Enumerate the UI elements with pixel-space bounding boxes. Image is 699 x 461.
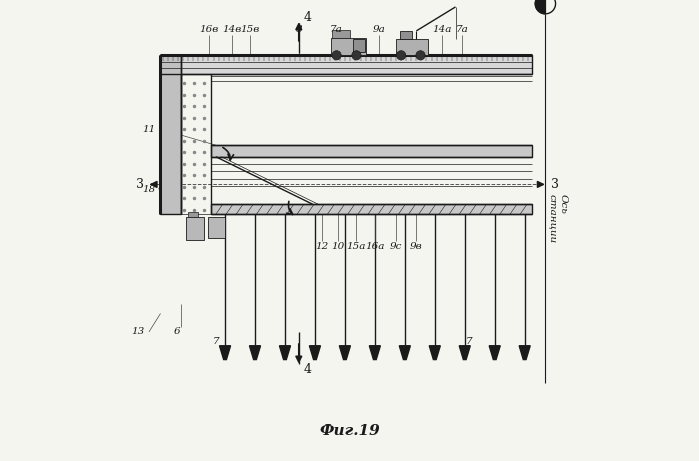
Text: 15а: 15а (347, 242, 366, 251)
Text: 4: 4 (304, 363, 312, 376)
Text: Ось
станции: Ось станции (549, 194, 568, 243)
Text: 7а: 7а (456, 25, 469, 35)
Bar (353, 39, 365, 52)
Bar (186, 217, 204, 240)
Bar (188, 212, 199, 217)
Circle shape (416, 51, 425, 60)
Text: 14а: 14а (432, 25, 452, 35)
Text: 18: 18 (143, 184, 156, 194)
Text: 7а: 7а (329, 25, 342, 35)
Text: 3: 3 (136, 178, 144, 191)
Text: 11: 11 (143, 124, 156, 134)
Polygon shape (459, 346, 470, 360)
Text: 7: 7 (466, 337, 473, 346)
Bar (396, 39, 428, 55)
Text: 9с: 9с (389, 242, 402, 251)
Polygon shape (429, 346, 440, 360)
Polygon shape (250, 346, 261, 360)
Bar (401, 31, 412, 39)
Bar (211, 145, 532, 157)
Text: 9а: 9а (373, 25, 386, 35)
Circle shape (396, 51, 405, 60)
Text: 9в: 9в (410, 242, 423, 251)
Text: 16а: 16а (365, 242, 384, 251)
Text: 15в: 15в (240, 25, 260, 35)
Circle shape (352, 51, 361, 60)
Text: 4: 4 (304, 11, 312, 24)
Text: 7: 7 (212, 337, 219, 346)
Text: 12: 12 (315, 242, 329, 251)
Bar (331, 38, 366, 55)
Bar (332, 30, 350, 38)
Bar (211, 204, 532, 214)
Text: 6: 6 (173, 327, 180, 337)
Polygon shape (280, 346, 291, 360)
Text: Фиг.19: Фиг.19 (319, 424, 380, 438)
Text: 3: 3 (551, 178, 559, 191)
Polygon shape (519, 346, 531, 360)
Bar (161, 55, 181, 214)
Circle shape (332, 51, 341, 60)
Text: 13: 13 (131, 327, 144, 337)
Polygon shape (489, 346, 500, 360)
Polygon shape (310, 346, 320, 360)
Text: 8: 8 (296, 25, 302, 35)
Bar (208, 217, 226, 238)
Wedge shape (535, 0, 545, 14)
Polygon shape (369, 346, 380, 360)
Bar (181, 74, 211, 214)
Text: 10: 10 (331, 242, 345, 251)
Polygon shape (339, 346, 350, 360)
Text: 16в: 16в (199, 25, 219, 35)
Bar (161, 55, 532, 74)
Polygon shape (219, 346, 231, 360)
Polygon shape (399, 346, 410, 360)
Text: 14в: 14в (222, 25, 242, 35)
